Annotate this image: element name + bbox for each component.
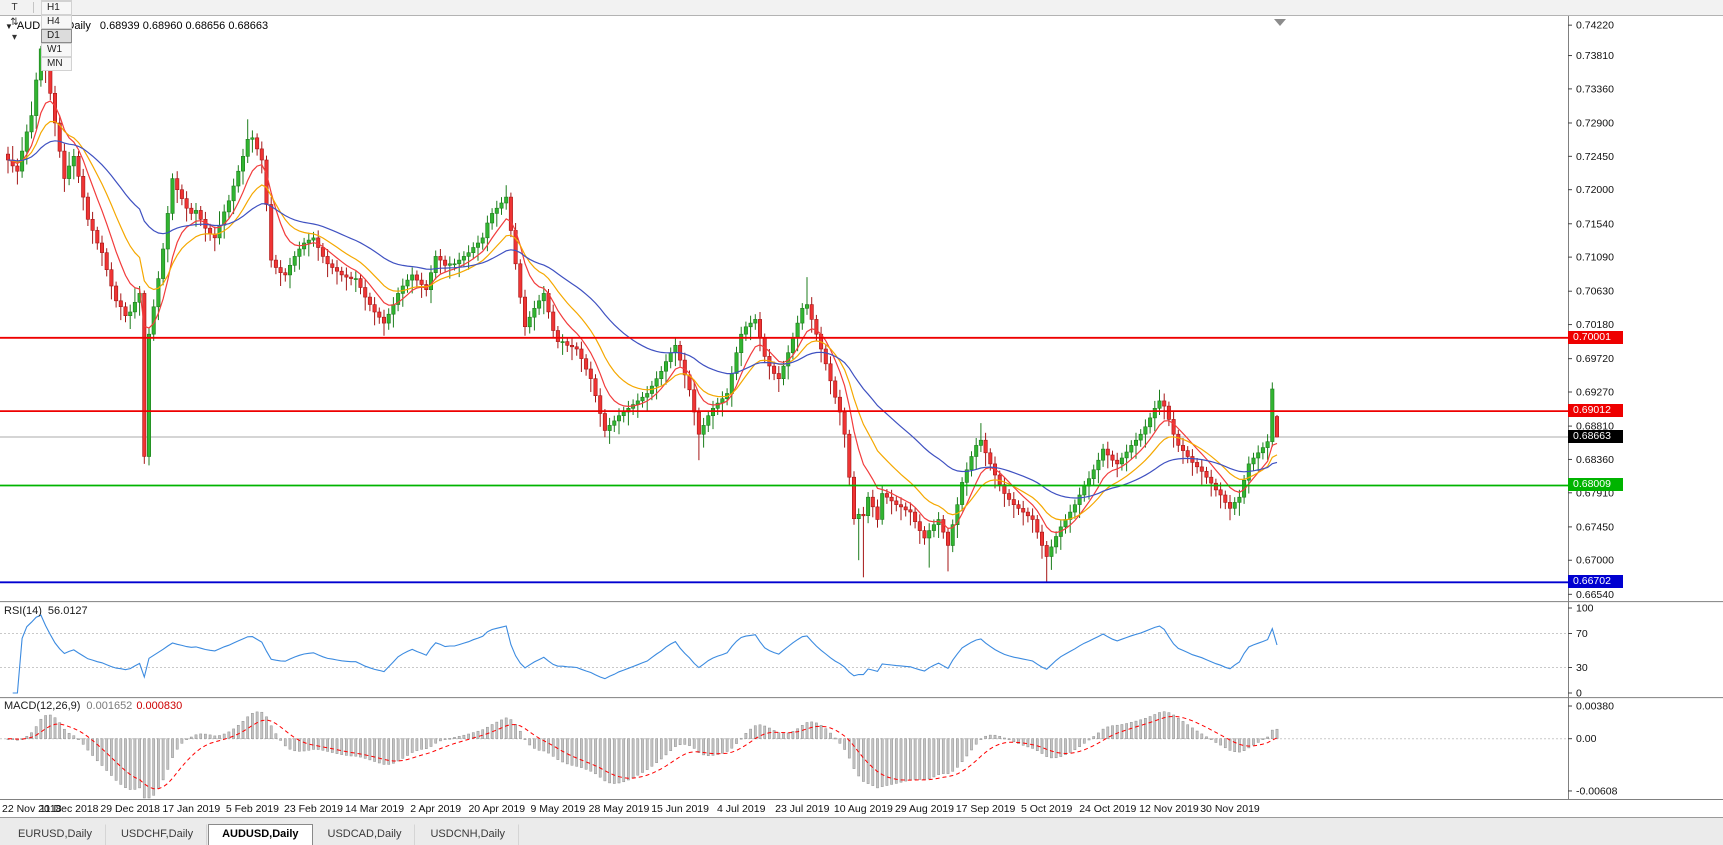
date-axis-label: 12 Nov 2019 [1139, 803, 1199, 815]
chart-tab-usdcad[interactable]: USDCAD,Daily [314, 824, 416, 845]
price-tick-label: 0.66540 [1576, 589, 1614, 601]
timeframe-button-h4[interactable]: H4 [41, 14, 73, 29]
rsi-tick-label: 30 [1576, 662, 1588, 674]
date-axis-label: 5 Oct 2019 [1021, 803, 1073, 815]
date-axis-label: 29 Aug 2019 [895, 803, 954, 815]
date-axis-label: 10 Aug 2019 [834, 803, 893, 815]
date-axis-label: 23 Jul 2019 [775, 803, 829, 815]
timeframe-button-m30[interactable]: M30 [41, 0, 73, 1]
price-tick-label: 0.69720 [1576, 353, 1614, 365]
rsi-line [12, 614, 1278, 694]
ma-line-8 [7, 100, 1278, 534]
chart-ohlc-values: 0.68939 0.68960 0.68656 0.68663 [99, 20, 269, 32]
chart-tab-eurusd[interactable]: EURUSD,Daily [4, 824, 106, 845]
price-tick-label: 0.67450 [1576, 521, 1614, 533]
rsi-indicator-label: RSI(14) 56.0127 [4, 605, 88, 617]
price-level-tag[interactable]: 0.69012 [1568, 404, 1623, 418]
macd-histogram [6, 711, 1279, 799]
price-level-tag[interactable]: 0.66702 [1568, 575, 1623, 589]
price-tick-label: 0.72000 [1576, 184, 1614, 196]
toolbar: ≡AT⇅▾ M1M5M15M30H1H4D1W1MN [0, 0, 1723, 71]
timeframe-button-mn[interactable]: MN [41, 56, 73, 71]
price-tick-label: 0.67000 [1576, 555, 1614, 567]
date-axis-label: 24 Oct 2019 [1079, 803, 1136, 815]
chart-shift-marker [1274, 19, 1286, 26]
macd-main-value: 0.001652 [86, 700, 133, 712]
rsi-tick-label: 70 [1576, 628, 1588, 640]
toolbar-separator [33, 2, 34, 13]
time-axis[interactable] [0, 800, 1568, 817]
timeframe-button-d1[interactable]: D1 [41, 28, 73, 43]
rsi-name: RSI(14) [4, 605, 42, 617]
toolbar-tools: ≡AT⇅▾ [3, 0, 26, 45]
rsi-tick-label: 100 [1576, 603, 1594, 615]
chart-menu-icon[interactable]: ▼ [5, 22, 13, 31]
price-level-tag[interactable]: 0.68009 [1568, 478, 1623, 492]
current-price-tag[interactable]: 0.68663 [1568, 429, 1623, 443]
macd-signal-line [7, 715, 1278, 790]
timeframe-button-h1[interactable]: H1 [41, 0, 73, 15]
macd-name: MACD(12,26,9) [4, 700, 81, 712]
chart-tab-usdchf[interactable]: USDCHF,Daily [107, 824, 208, 845]
date-axis-label: 20 Apr 2019 [468, 803, 525, 815]
price-tick-label: 0.70180 [1576, 319, 1614, 331]
macd-tick-label: -0.00608 [1576, 785, 1618, 797]
chart-tab-usdcnh[interactable]: USDCNH,Daily [416, 824, 520, 845]
date-axis-label: 23 Feb 2019 [284, 803, 343, 815]
chart-tab-bar: EURUSD,Daily USDCHF,Daily AUDUSD,Daily USDC… [0, 817, 1723, 845]
timeframe-buttons: M1M5M15M30H1H4D1W1MN [41, 0, 74, 71]
price-tick-label: 0.74220 [1576, 20, 1614, 32]
date-axis-label: 9 May 2019 [530, 803, 585, 815]
rsi-tick-label: 0 [1576, 688, 1582, 700]
price-tick-label: 0.71090 [1576, 252, 1614, 264]
date-axis-label: 11 Dec 2018 [40, 803, 99, 815]
date-axis-label: 22 Nov 2018 [2, 803, 62, 815]
price-tick-label: 0.72450 [1576, 151, 1614, 163]
price-tick-label: 0.73810 [1576, 50, 1614, 62]
price-tick-label: 0.68810 [1576, 421, 1614, 433]
date-axis-label: 17 Sep 2019 [956, 803, 1016, 815]
candles-layer [6, 45, 1280, 583]
date-axis-label: 14 Mar 2019 [345, 803, 404, 815]
price-tick-label: 0.72900 [1576, 117, 1614, 129]
macd-tick-label: 0.00 [1576, 733, 1597, 745]
date-axis-label: 2 Apr 2019 [410, 803, 461, 815]
date-axis-label: 30 Nov 2019 [1200, 803, 1260, 815]
price-tick-label: 0.73360 [1576, 83, 1614, 95]
macd-signal-value: 0.000830 [136, 700, 183, 712]
macd-tick-label: 0.00380 [1576, 701, 1614, 713]
price-tick-label: 0.68360 [1576, 454, 1614, 466]
ma-line-16 [7, 120, 1278, 521]
date-axis-label: 4 Jul 2019 [717, 803, 766, 815]
price-tick-label: 0.70630 [1576, 286, 1614, 298]
chart-tab-audusd[interactable]: AUDUSD,Daily [208, 824, 313, 845]
text-tool-icon[interactable]: T [11, 2, 18, 13]
date-axis-label: 28 May 2019 [589, 803, 650, 815]
price-tick-label: 0.69270 [1576, 387, 1614, 399]
timeframe-button-w1[interactable]: W1 [41, 42, 73, 57]
price-level-tag[interactable]: 0.70001 [1568, 330, 1623, 344]
price-tick-label: 0.71540 [1576, 218, 1614, 230]
date-axis-label: 15 Jun 2019 [651, 803, 709, 815]
chart-type-icon[interactable]: ⇅ [10, 17, 19, 28]
date-axis-label: 5 Feb 2019 [226, 803, 279, 815]
macd-indicator-label: MACD(12,26,9) 0.001652 0.000830 [4, 700, 182, 712]
date-axis-label: 29 Dec 2018 [100, 803, 160, 815]
chart-type-dropdown-icon[interactable]: ▾ [11, 32, 18, 43]
date-axis-label: 17 Jan 2019 [162, 803, 220, 815]
rsi-value: 56.0127 [47, 605, 88, 617]
price-axis-tags: 0.70001 0.69012 0.68009 0.66702 0.68663 [1568, 0, 1723, 845]
ma-line-40 [7, 140, 1278, 499]
